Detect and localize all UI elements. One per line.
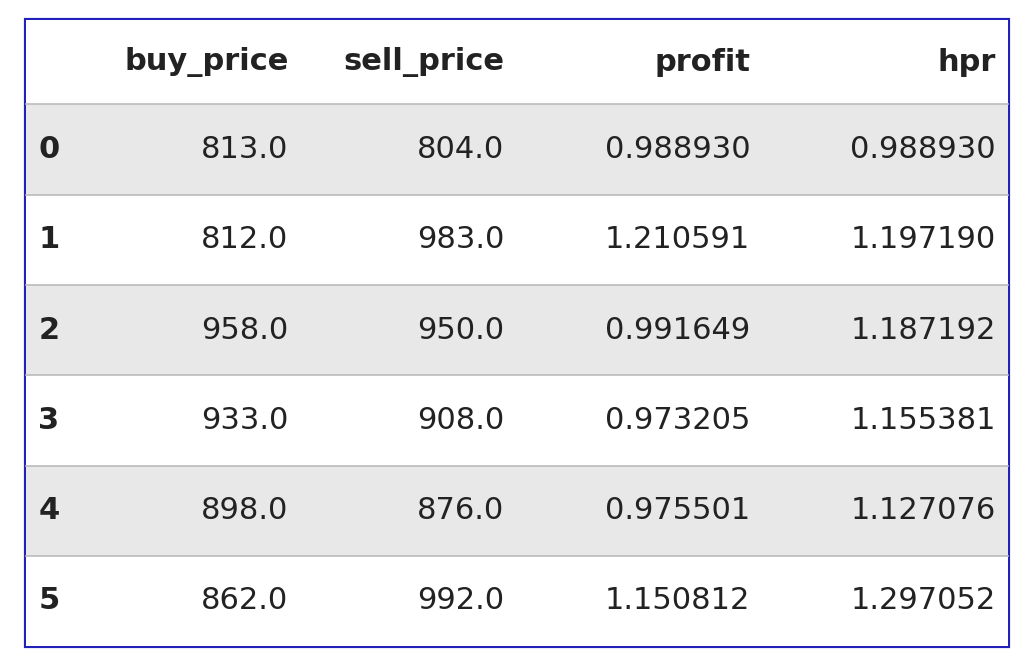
Text: 933.0: 933.0 [201, 406, 288, 435]
Text: 0.991649: 0.991649 [605, 316, 751, 344]
Text: 1.210591: 1.210591 [605, 225, 751, 254]
Text: 958.0: 958.0 [202, 316, 288, 344]
Text: 1.187192: 1.187192 [850, 316, 996, 344]
FancyBboxPatch shape [26, 285, 1008, 375]
Text: hpr: hpr [938, 48, 996, 77]
Text: 1: 1 [38, 225, 60, 254]
Text: 1.150812: 1.150812 [605, 586, 751, 615]
FancyBboxPatch shape [26, 194, 1008, 285]
Text: 2: 2 [38, 316, 59, 344]
Text: 0.975501: 0.975501 [605, 496, 751, 525]
Text: 4: 4 [38, 496, 60, 525]
Text: 950.0: 950.0 [418, 316, 505, 344]
Text: 0: 0 [38, 135, 60, 164]
Text: 5: 5 [38, 586, 60, 615]
Text: 813.0: 813.0 [201, 135, 288, 164]
FancyBboxPatch shape [26, 466, 1008, 555]
Text: 908.0: 908.0 [418, 406, 505, 435]
Text: 1.197190: 1.197190 [851, 225, 996, 254]
FancyBboxPatch shape [26, 555, 1008, 646]
Text: buy_price: buy_price [124, 47, 288, 77]
Text: 1.127076: 1.127076 [851, 496, 996, 525]
Text: profit: profit [655, 48, 751, 77]
Text: sell_price: sell_price [343, 47, 505, 77]
FancyBboxPatch shape [26, 105, 1008, 194]
Text: 0.988930: 0.988930 [605, 135, 751, 164]
FancyBboxPatch shape [26, 20, 1008, 105]
Text: 1.297052: 1.297052 [851, 586, 996, 615]
Text: 992.0: 992.0 [418, 586, 505, 615]
Text: 0.988930: 0.988930 [850, 135, 996, 164]
Text: 862.0: 862.0 [202, 586, 288, 615]
Text: 804.0: 804.0 [418, 135, 505, 164]
Text: 1.155381: 1.155381 [850, 406, 996, 435]
Text: 898.0: 898.0 [201, 496, 288, 525]
Text: 876.0: 876.0 [418, 496, 505, 525]
FancyBboxPatch shape [26, 375, 1008, 466]
FancyBboxPatch shape [26, 20, 1008, 646]
Text: 3: 3 [38, 406, 59, 435]
Text: 0.973205: 0.973205 [605, 406, 751, 435]
Text: 983.0: 983.0 [417, 225, 505, 254]
Text: 812.0: 812.0 [202, 225, 288, 254]
